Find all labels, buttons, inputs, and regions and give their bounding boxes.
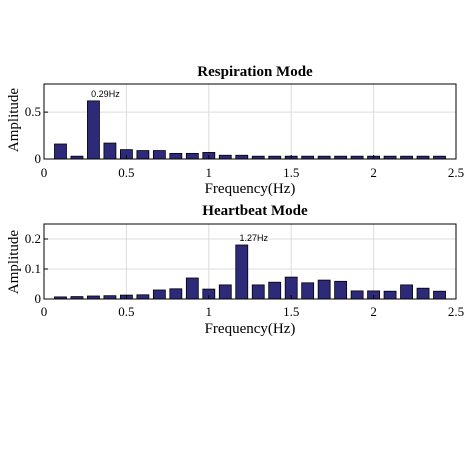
respiration-plot-frame [43, 83, 457, 160]
respiration-bar [136, 150, 150, 160]
respiration-bar [185, 152, 199, 160]
respiration-bar [54, 143, 67, 160]
heartbeat-bar [268, 281, 282, 300]
y-tick-label: 0.2 [25, 231, 41, 246]
heartbeat-bar [400, 284, 413, 300]
heartbeat-plot-frame [43, 223, 457, 300]
heartbeat-bar [383, 290, 397, 300]
y-axis-label: Amplitude [6, 88, 22, 153]
heartbeat-bar [350, 290, 364, 300]
x-tick-label: 0 [41, 165, 48, 180]
heartbeat-panel: 0 0.5 1 1.5 2 2.5 0 0.1 0.2 Heartbeat Mode Frequen… [6, 203, 464, 337]
respiration-bar [152, 150, 166, 160]
respiration-bar [218, 154, 232, 160]
x-tick-label: 2 [370, 165, 377, 180]
heartbeat-bar [152, 289, 166, 300]
respiration-bar [103, 142, 117, 160]
x-tick-label: 1 [206, 165, 213, 180]
x-tick-label: 0 [41, 304, 48, 319]
x-tick-label: 0.5 [118, 304, 134, 319]
heartbeat-bar [334, 280, 348, 300]
heartbeat-bar [218, 284, 232, 300]
heartbeat-bar [185, 277, 199, 300]
y-tick-label: 0.1 [25, 261, 41, 276]
y-tick-label: 0 [35, 291, 42, 306]
x-tick-label: 1.5 [283, 165, 299, 180]
respiration-title: Respiration Mode [197, 64, 313, 80]
heartbeat-bar [251, 284, 265, 300]
respiration-bar [235, 154, 249, 160]
peak-annotation: 0.29Hz [91, 89, 120, 99]
respiration-bar [169, 152, 183, 160]
peak-annotation: 1.27Hz [239, 233, 268, 243]
heartbeat-bar [416, 287, 430, 300]
heartbeat-bar [169, 288, 183, 300]
heartbeat-bar [136, 294, 150, 300]
respiration-bar [87, 100, 100, 160]
y-tick-label: 0 [35, 151, 42, 166]
heartbeat-bar [317, 279, 331, 300]
heartbeat-bar [433, 290, 446, 300]
x-tick-label: 1.5 [283, 304, 299, 319]
x-tick-label: 0.5 [118, 165, 134, 180]
heartbeat-title: Heartbeat Mode [202, 203, 308, 219]
x-tick-label: 2 [370, 304, 377, 319]
x-tick-label: 2.5 [448, 304, 464, 319]
x-axis-label: Frequency(Hz) [205, 321, 296, 337]
heartbeat-bar [235, 244, 249, 300]
x-tick-label: 2.5 [448, 165, 464, 180]
y-tick-label: 0.5 [25, 104, 41, 119]
respiration-panel: 0 0.5 1 1.5 2 2.5 0 0.5 Respiration Mode Frequenc… [6, 64, 464, 197]
y-axis-label: Amplitude [6, 230, 22, 295]
x-axis-label: Frequency(Hz) [205, 181, 296, 197]
x-tick-label: 1 [206, 304, 213, 319]
heartbeat-bar [301, 282, 315, 300]
